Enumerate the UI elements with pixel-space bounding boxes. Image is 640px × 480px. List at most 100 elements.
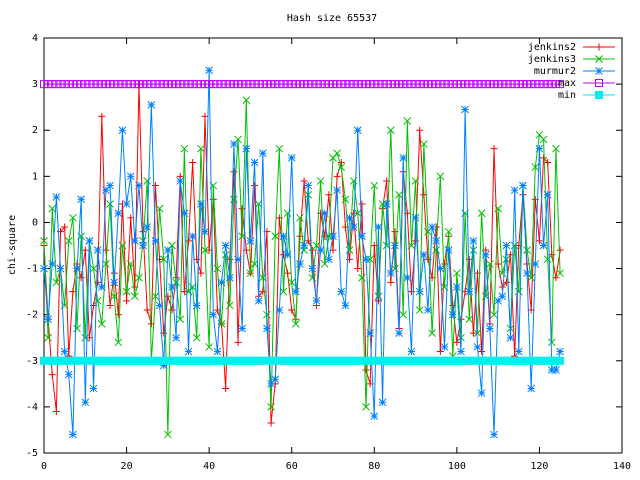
data-point [267,379,275,388]
data-point [242,96,251,105]
data-point [118,241,127,250]
data-point [97,320,106,328]
data-point [432,246,441,254]
series-line [43,70,561,435]
y-tick-label: 3 [32,79,38,90]
data-point [258,273,267,282]
data-point [135,273,143,282]
data-point [184,347,193,356]
x-tick-label: 140 [613,461,631,472]
data-point [440,343,449,351]
data-point [395,329,403,337]
data-point [444,227,453,236]
data-point [73,264,81,273]
data-point [197,200,205,208]
data-point [486,324,494,333]
data-point [287,154,296,162]
data-point [258,149,267,158]
data-point [362,403,370,411]
data-point [242,144,251,153]
data-point [254,296,263,305]
data-point [465,287,474,296]
data-point [164,430,172,439]
data-point [490,145,498,153]
data-point [89,264,98,273]
data-point [527,384,536,393]
data-point [556,246,564,254]
data-point [424,306,432,314]
data-point [123,297,131,305]
data-point [547,338,556,347]
data-point [40,237,48,245]
data-point [419,140,428,148]
data-point [259,288,267,296]
data-point [531,260,540,268]
data-point [102,186,110,195]
data-point [370,181,379,190]
data-point [201,227,209,236]
data-point [333,186,341,195]
data-point [98,112,106,120]
data-point [164,246,172,254]
data-point [329,232,337,241]
data-point [370,412,379,420]
data-point [176,177,185,185]
data-point [275,144,284,153]
legend-marker [595,91,603,99]
data-point [341,195,350,204]
data-point [106,301,114,309]
data-point [151,292,160,301]
data-point [300,177,308,185]
data-point [386,269,395,278]
data-point [461,105,469,114]
data-point [93,246,102,254]
data-point [64,370,73,379]
data-point [556,347,564,356]
data-point [60,347,69,356]
legend-label: jenkins3 [528,54,576,65]
data-point [510,186,519,195]
data-point [110,292,119,301]
data-point [448,310,457,319]
data-point [457,347,465,356]
data-point [416,126,424,134]
data-point [510,241,519,250]
data-point [477,389,486,397]
data-point [52,278,61,287]
data-point [168,283,176,291]
data-point [428,329,436,337]
data-point [523,246,531,254]
data-point [151,237,160,245]
data-point [436,172,445,181]
data-point [102,260,110,268]
data-point [81,333,90,342]
data-point [159,255,168,264]
data-point [230,140,238,148]
data-point [130,237,139,245]
data-point [44,315,52,324]
x-tick-label: 20 [121,461,133,472]
data-point [221,250,230,259]
x-tick-label: 0 [41,461,47,472]
data-point [362,366,370,374]
data-point [97,283,106,291]
data-point [114,209,123,218]
data-point [333,149,341,158]
data-point [477,209,486,218]
data-point [519,181,527,190]
data-point [502,241,511,250]
data-point [498,283,506,291]
data-point [213,264,222,273]
data-point [407,241,416,250]
data-point [135,181,143,190]
data-point [436,264,445,273]
data-point [139,241,147,250]
data-point [386,126,395,135]
data-point [126,172,135,181]
data-point [89,384,98,393]
data-point [192,333,201,342]
data-point [201,112,209,120]
data-point [552,144,560,153]
data-point [535,144,544,153]
data-point [279,232,288,241]
